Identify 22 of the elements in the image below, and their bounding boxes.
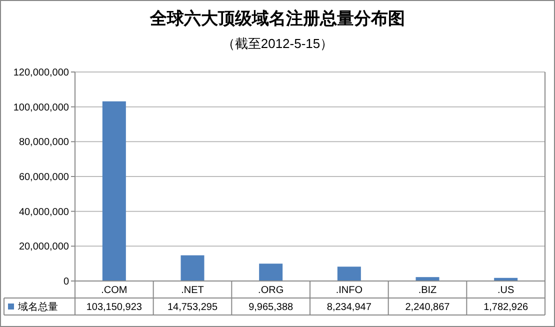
- y-tick-label: 60,000,000: [18, 172, 70, 183]
- x-tick-label: .BIZ: [418, 285, 437, 296]
- y-tick-label: 100,000,000: [13, 102, 70, 114]
- data-label: 2,240,867: [405, 302, 450, 313]
- data-label: 14,753,295: [167, 302, 218, 313]
- y-tick-label: 80,000,000: [18, 137, 70, 148]
- x-tick-label: .ORG: [258, 285, 284, 296]
- x-tick-label: .INFO: [336, 285, 363, 296]
- data-label: 8,234,947: [326, 302, 372, 313]
- data-label: 1,782,926: [484, 302, 529, 313]
- y-tick-label: 120,000,000: [13, 68, 70, 78]
- legend-label: 域名总量: [17, 301, 58, 313]
- data-label: 9,965,388: [248, 302, 294, 313]
- x-tick-label: .US: [497, 285, 514, 296]
- data-label: 103,150,923: [86, 302, 142, 313]
- chart-subtitle: （截至2012-5-15）: [222, 36, 334, 51]
- y-tick-label: 40,000,000: [18, 206, 70, 218]
- chart-title: 全球六大顶级域名注册总量分布图: [149, 9, 405, 28]
- y-tick-label: 0: [63, 276, 70, 288]
- y-tick-label: 20,000,000: [18, 242, 70, 253]
- x-tick-label: .COM: [101, 285, 128, 296]
- x-tick-label: .NET: [181, 285, 204, 296]
